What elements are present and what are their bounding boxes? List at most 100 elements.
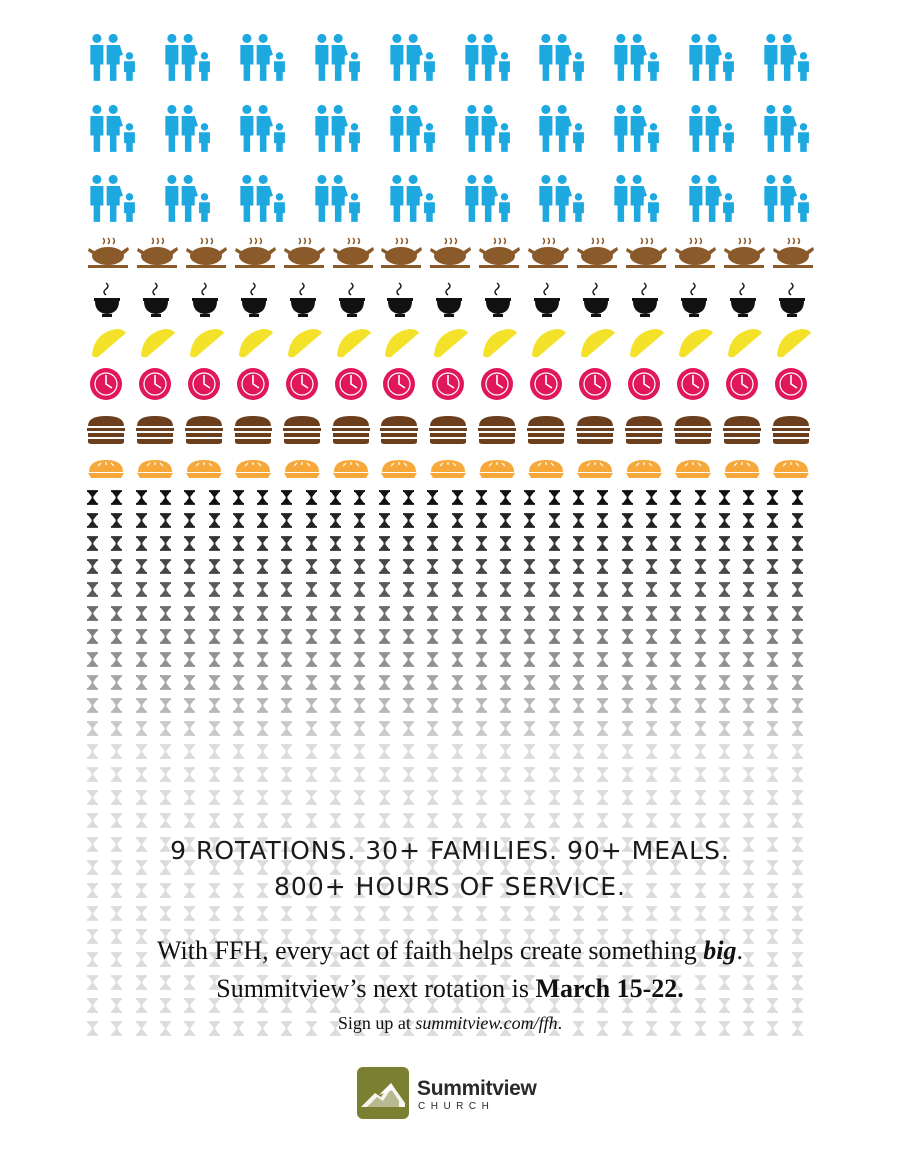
hourglass-icon [718, 975, 730, 990]
hourglass-icon [670, 513, 682, 528]
hourglass-icon [232, 490, 244, 505]
hourglass-icon [159, 721, 171, 736]
hourglass-icon [427, 905, 439, 921]
hourglass-icon [500, 905, 512, 921]
hourglass-icon [354, 905, 366, 921]
hourglass-icon [621, 605, 633, 621]
hourglass-icon [330, 674, 341, 690]
hourglass-icon [524, 513, 536, 528]
turkey-icon [234, 237, 276, 268]
hourglass-icon [791, 929, 803, 944]
hourglass-icon [573, 582, 584, 598]
hourglass-icon [402, 490, 414, 505]
hourglass-icon [475, 721, 487, 736]
hourglass-icon [621, 836, 633, 852]
hourglass-icon [767, 582, 779, 598]
hourglass-icon [767, 882, 779, 898]
hourglass-icon [402, 790, 414, 806]
family-icon [764, 33, 810, 81]
hourglass-icon [694, 559, 706, 575]
hourglass-icon [135, 859, 147, 875]
hourglass-icon [281, 882, 293, 898]
family-icon [165, 33, 210, 81]
hourglass-icon [767, 905, 779, 921]
hourglass-icon [573, 1021, 584, 1037]
hourglass-icon [597, 1021, 609, 1037]
hourglass-icon [305, 674, 317, 690]
hourglass-icon [330, 929, 341, 944]
message-block: With FFH, every act of faith helps creat… [0, 932, 900, 1038]
hourglass-icon [159, 859, 171, 875]
hourglass-icon [573, 513, 584, 528]
family-icon [389, 33, 435, 81]
signup-line: Sign up at summitview.com/ffh. [0, 1008, 900, 1038]
hourglass-icon [257, 1021, 269, 1037]
hourglass-icon [378, 513, 390, 528]
hourglass-icon [208, 1021, 220, 1037]
hourglass-icon [184, 952, 196, 967]
hourglass-icon [621, 651, 633, 667]
hourglass-icon [281, 905, 293, 921]
hourglass-icon [694, 952, 706, 967]
hourglass-icon [378, 721, 390, 736]
hourglass-row [0, 790, 900, 806]
hourglass-icon [475, 605, 487, 621]
hourglass-icon [548, 513, 560, 528]
turkey-icon [136, 237, 178, 268]
hourglass-icon [135, 952, 147, 967]
hourglass-icon [184, 605, 196, 621]
hourglass-icon [524, 582, 536, 598]
hourglass-icon [694, 767, 706, 783]
hourglass-icon [548, 582, 560, 598]
family-icon [689, 174, 735, 222]
hourglass-icon [159, 513, 171, 528]
hourglass-icon [402, 651, 414, 667]
hourglass-icon [718, 1021, 730, 1037]
hourglass-icon [111, 813, 123, 829]
hourglass-icon [597, 952, 609, 967]
hourglass-row [0, 1021, 900, 1037]
hourglass-icon [548, 651, 560, 667]
hourglass-icon [257, 998, 269, 1014]
signup-url[interactable]: summitview.com/ffh [415, 1013, 558, 1033]
hourglass-icon [232, 559, 244, 575]
hourglass-icon [548, 998, 560, 1014]
hourglass-icon [305, 1021, 317, 1037]
hourglass-icon [451, 767, 463, 783]
hourglass-icon [500, 513, 512, 528]
hourglass-icon [208, 929, 220, 944]
hourglass-icon [281, 513, 293, 528]
hourglass-icon [427, 490, 439, 505]
hourglass-icon [427, 929, 439, 944]
clock-icon [334, 368, 367, 400]
hourglass-icon [451, 790, 463, 806]
hourglass-icon [111, 605, 123, 621]
hourglass-icon [791, 952, 803, 967]
hourglass-icon [767, 490, 779, 505]
hourglass-row [0, 813, 900, 829]
hourglass-icon [524, 836, 536, 852]
hourglass-icon [354, 998, 366, 1014]
hourglass-row [0, 559, 900, 575]
hourglass-icon [402, 813, 414, 829]
hourglass-icon [87, 859, 98, 875]
hourglass-icon [524, 698, 536, 713]
turkey-icon [381, 237, 423, 268]
hourglass-icon [378, 836, 390, 852]
burger-icon [722, 416, 761, 444]
hourglass-icon [281, 836, 293, 852]
hourglass-icon [232, 605, 244, 621]
taco-icon [287, 329, 322, 358]
hourglass-icon [427, 605, 439, 621]
hourglass-icon [573, 975, 584, 990]
hourglass-icon [524, 721, 536, 736]
soup-bowl-icon [680, 282, 707, 317]
hourglass-icon [184, 836, 196, 852]
hourglass-icon [354, 1021, 366, 1037]
hourglass-icon [718, 790, 730, 806]
turkey-icon [185, 237, 227, 268]
hourglass-icon [524, 813, 536, 829]
hourglass-icon [621, 744, 633, 759]
hourglass-icon [354, 605, 366, 621]
